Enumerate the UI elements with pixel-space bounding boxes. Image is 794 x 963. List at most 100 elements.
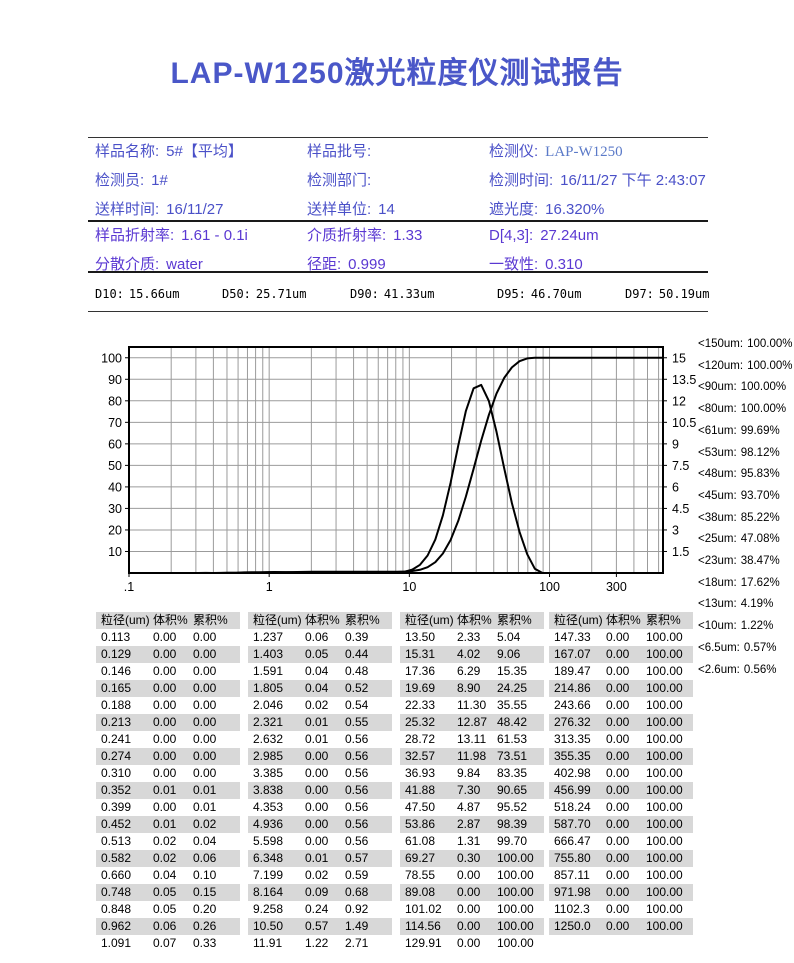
table-cell: 5.04 [497,630,521,644]
table-cell: 0.01 [153,817,177,831]
table-row: 13.50 2.33 5.04 [400,629,544,646]
table-cell: 1.31 [457,834,481,848]
table-cell: 0.02 [305,698,329,712]
table-cell: 9.06 [497,647,521,661]
table-cell: 0.848 [101,902,132,916]
y-right-tick-label: 6 [672,480,679,494]
table-row: 0.241 0.00 0.00 [96,731,240,748]
table-row: 7.199 0.02 0.59 [248,867,392,884]
table-cell: 100.00 [497,885,534,899]
table-cell: 0.04 [305,681,329,695]
table-cell: 13.50 [405,630,436,644]
table-cell: 36.93 [405,766,436,780]
param-field-value: 27.24um [540,227,599,244]
d-value-label: D90: [350,287,379,301]
table-cell: 0.00 [153,800,177,814]
sidebar-item-percent: 85.22% [740,511,780,524]
sidebar-item: <10um: 1.22% [698,619,773,634]
y-right-tick-label: 15 [672,351,686,365]
info-field: 送样单位: 14 [307,200,395,220]
table-cell: 28.72 [405,732,436,746]
table-row: 147.33 0.00 100.00 [549,629,693,646]
table-cell: 129.91 [405,936,442,950]
y-right-tick-label: 13.5 [672,373,696,387]
table-cell: 53.86 [405,817,436,831]
y-right-tick-label: 10.5 [672,416,696,430]
table-cell: 0.04 [153,868,177,882]
info-field-value: LAP-W1250 [545,144,623,160]
table-cell: 0.04 [305,664,329,678]
table-cell: 0.129 [101,647,132,661]
table-row: 9.258 0.24 0.92 [248,901,392,918]
table-cell: 1.403 [253,647,284,661]
table-cell: 12.87 [457,715,488,729]
table-cell: 11.91 [253,936,283,950]
table-cell: 0.01 [305,851,329,865]
table-row: 32.57 11.98 73.51 [400,748,544,765]
table-cell: 100.00 [646,902,683,916]
table-cell: 0.513 [101,834,132,848]
table-cell: 69.27 [405,851,436,865]
cumulative-under-size-list: <150um: 100.00% <120um: 100.00% <90um: 100.00… [698,334,794,694]
table-cell: 90.65 [497,783,528,797]
table-cell: 100.00 [646,715,683,729]
table-cell: 189.47 [554,664,591,678]
table-cell: 0.00 [193,732,217,746]
table-cell: 0.33 [193,936,217,950]
table-cell: 0.00 [305,817,329,831]
table-cell: 0.00 [606,800,630,814]
table-cell: 35.55 [497,698,528,712]
table-row: 402.98 0.00 100.00 [549,765,693,782]
table-cell: 2.71 [345,936,369,950]
sidebar-item-limit: <25um: [698,533,737,546]
table-cell: 0.26 [193,919,217,933]
sidebar-item: <2.6um: 0.56% [698,663,776,678]
param-field: 一致性: 0.310 [489,255,583,275]
table-cell: 0.00 [606,664,630,678]
table-cell: 8.164 [253,885,284,899]
optical-params-section: 样品折射率: 1.61 - 0.1i 介质折射率: 1.33 D[4,3]: 27.24u… [95,222,735,273]
x-tick-label: 10 [402,580,416,594]
table-cell: 0.30 [457,851,481,865]
table-cell: 0.92 [345,902,369,916]
table-cell: 0.00 [193,698,217,712]
table-cell: 0.56 [345,783,369,797]
table-cell: 9.258 [253,902,284,916]
table-cell: 355.35 [554,749,591,763]
sample-info-section: 样品名称: 5#【平均】 样品批号: 检测仪: LAP-W1250 检测员: 1# 检测部门:… [95,138,735,220]
table-cell: 0.00 [457,902,481,916]
table-group: 粒径(um) 体积% 累积% 147.33 0.00 100.00 167.07 0.00 10… [549,612,693,935]
table-cell: 100.00 [646,698,683,712]
sidebar-item: <23um: 38.47% [698,554,780,569]
table-cell: 0.57 [345,851,369,865]
curve-volume-percent [135,383,664,574]
table-row: 0.213 0.00 0.00 [96,714,240,731]
table-cell: 0.00 [193,681,217,695]
table-cell: 1.091 [101,936,132,950]
sidebar-item-percent: 0.56% [743,663,777,676]
table-cell: 100.00 [497,936,534,950]
table-cell: 1.805 [253,681,284,695]
x-tick-label: 1 [266,580,273,594]
table-cell: 0.44 [345,647,369,661]
sidebar-item-percent: 93.70% [740,489,780,502]
table-row: 1.591 0.04 0.48 [248,663,392,680]
table-cell: 0.00 [305,834,329,848]
table-row: 0.352 0.01 0.01 [96,782,240,799]
table-row: 17.36 6.29 15.35 [400,663,544,680]
table-row: 0.310 0.00 0.00 [96,765,240,782]
sidebar-item: <18um: 17.62% [698,576,780,591]
table-cell: 4.353 [253,800,284,814]
table-cell: 0.01 [305,732,329,746]
table-cell: 1.591 [253,664,284,678]
table-cell: 0.01 [153,783,177,797]
table-cell: 2.985 [253,749,284,763]
table-cell: 3.385 [253,766,284,780]
table-cell: 89.08 [405,885,436,899]
table-cell: 100.00 [497,868,534,882]
table-row: 0.113 0.00 0.00 [96,629,240,646]
table-cell: 0.09 [305,885,329,899]
table-row: 0.188 0.00 0.00 [96,697,240,714]
table-cell: 0.00 [193,664,217,678]
